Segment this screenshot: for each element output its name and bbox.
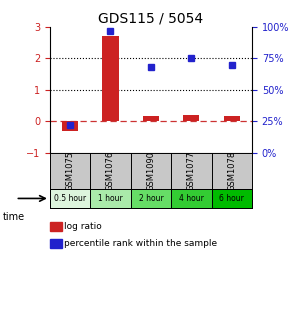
Text: GSM1076: GSM1076 xyxy=(106,151,115,191)
Text: 2 hour: 2 hour xyxy=(139,194,163,203)
Text: percentile rank within the sample: percentile rank within the sample xyxy=(64,239,218,248)
Text: log ratio: log ratio xyxy=(64,222,102,231)
Bar xyxy=(50,188,90,208)
Text: GSM1090: GSM1090 xyxy=(146,151,155,191)
Title: GDS115 / 5054: GDS115 / 5054 xyxy=(98,12,203,26)
Bar xyxy=(102,36,119,121)
Bar xyxy=(183,115,200,121)
Text: 6 hour: 6 hour xyxy=(219,194,244,203)
Bar xyxy=(90,188,131,208)
Bar xyxy=(62,121,78,131)
Text: GSM1078: GSM1078 xyxy=(227,151,236,191)
Bar xyxy=(143,117,159,121)
Bar xyxy=(131,188,171,208)
Bar xyxy=(212,188,252,208)
Text: GSM1077: GSM1077 xyxy=(187,151,196,191)
Bar xyxy=(224,117,240,121)
Text: 1 hour: 1 hour xyxy=(98,194,123,203)
Text: 0.5 hour: 0.5 hour xyxy=(54,194,86,203)
Bar xyxy=(171,188,212,208)
Text: 4 hour: 4 hour xyxy=(179,194,204,203)
Text: time: time xyxy=(3,212,25,222)
Text: GSM1075: GSM1075 xyxy=(66,151,74,191)
